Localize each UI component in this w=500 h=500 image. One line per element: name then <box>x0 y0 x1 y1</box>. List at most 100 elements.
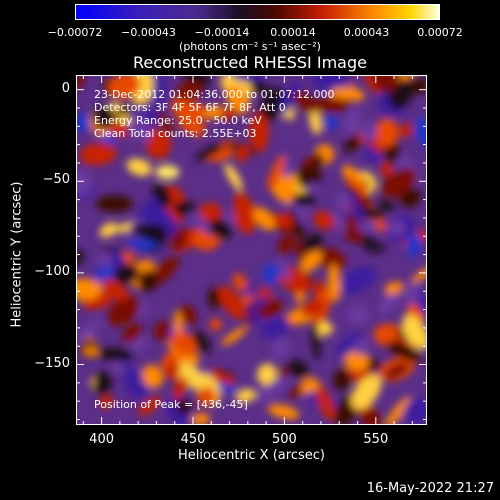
image-blob <box>76 278 103 301</box>
image-blob <box>253 207 276 231</box>
image-blob <box>97 251 112 268</box>
image-blob <box>405 234 423 257</box>
image-blob <box>188 210 216 236</box>
image-blob <box>220 108 237 120</box>
image-blob <box>197 386 217 407</box>
image-blob <box>372 75 399 93</box>
image-blob <box>126 158 152 177</box>
image-blob <box>290 213 306 243</box>
image-blob <box>138 396 161 416</box>
annotation-peak-position: Position of Peak = [436,-45] <box>94 398 248 411</box>
image-blob <box>333 211 346 233</box>
image-blob <box>130 223 168 238</box>
image-blob <box>224 163 243 191</box>
image-blob <box>303 156 318 168</box>
image-blob <box>311 75 332 90</box>
annotation-energy-range: Energy Range: 25.0 - 50.0 keV <box>94 114 262 127</box>
annotation-time-range: 23-Dec-2012 01:04:36.000 to 01:07:12.000 <box>94 88 335 101</box>
image-blob <box>333 368 351 391</box>
image-blob <box>101 278 129 301</box>
image-blob <box>234 191 247 207</box>
image-blob <box>249 112 269 152</box>
image-blob <box>82 347 99 356</box>
image-blob <box>170 331 197 357</box>
image-blob <box>309 106 322 135</box>
chart-title: Reconstructed RHESSI Image <box>133 53 367 72</box>
image-blob <box>291 192 317 206</box>
colorbar-tick-label: 0.00014 <box>270 26 316 39</box>
image-blob <box>288 385 303 399</box>
image-blob <box>93 371 112 395</box>
annotation-detectors: Detectors: 3F 4F 5F 6F 7F 8F, Att 0 <box>94 101 286 114</box>
image-blob <box>76 318 103 343</box>
image-blob <box>315 385 335 421</box>
image-blob <box>195 143 224 161</box>
image-blob <box>346 175 369 197</box>
image-blob <box>107 75 141 99</box>
image-blob <box>300 299 327 317</box>
image-blob <box>411 264 427 283</box>
image-blob <box>175 399 193 415</box>
image-blob <box>76 113 91 132</box>
timestamp: 16-May-2022 21:27 <box>366 481 494 496</box>
y-tick-label: −50 <box>42 172 70 188</box>
image-blob <box>377 199 396 211</box>
image-blob <box>218 285 246 320</box>
image-blob <box>209 218 232 239</box>
image-blob <box>180 304 198 326</box>
image-blob <box>256 363 277 386</box>
image-blob <box>272 337 290 358</box>
image-blob <box>387 220 406 236</box>
image-blob <box>262 263 281 285</box>
image-blob <box>387 340 422 363</box>
colorbar <box>75 4 440 20</box>
peak-marker <box>155 165 180 180</box>
image-blob <box>154 109 175 134</box>
x-tick-label: 550 <box>363 432 389 447</box>
image-blob <box>145 128 171 160</box>
x-tick-label: 400 <box>89 432 115 447</box>
image-blob <box>328 263 341 303</box>
colorbar-tick-label: −0.00014 <box>194 26 250 39</box>
image-blob <box>172 376 188 400</box>
image-blob <box>236 144 250 163</box>
image-blob <box>370 138 383 154</box>
image-blob <box>178 109 206 137</box>
image-blob <box>92 105 116 130</box>
image-blob <box>259 87 286 123</box>
image-blob <box>260 317 290 339</box>
image-blob <box>359 122 378 141</box>
image-blob <box>114 104 133 117</box>
image-blob <box>95 195 133 213</box>
image-blob <box>245 79 271 93</box>
plot-frame <box>76 75 427 425</box>
image-blob <box>346 190 367 227</box>
image-blob <box>100 131 116 146</box>
image-blob <box>165 362 181 380</box>
image-blob <box>99 395 114 409</box>
image-blob <box>312 211 336 230</box>
image-blob <box>147 203 176 237</box>
image-blob <box>336 189 350 212</box>
image-blob <box>381 167 417 198</box>
image-blob <box>316 247 347 271</box>
image-blob <box>404 283 420 306</box>
y-tick-label: −100 <box>34 263 70 279</box>
image-blob <box>99 222 118 238</box>
image-blob <box>289 236 307 260</box>
image-blob <box>310 97 351 113</box>
image-blob <box>399 122 413 138</box>
image-blob <box>340 266 377 295</box>
image-blob <box>279 81 301 116</box>
y-tick-label: −150 <box>34 355 70 371</box>
image-blob <box>293 90 318 114</box>
x-tick-label: 500 <box>271 432 297 447</box>
image-blob <box>315 321 333 336</box>
image-blob <box>347 304 370 325</box>
image-blob <box>379 293 400 312</box>
image-blob <box>122 323 143 343</box>
image-blob <box>384 362 409 379</box>
image-blob <box>257 299 284 319</box>
image-blob <box>209 318 222 331</box>
image-blob <box>96 347 134 361</box>
